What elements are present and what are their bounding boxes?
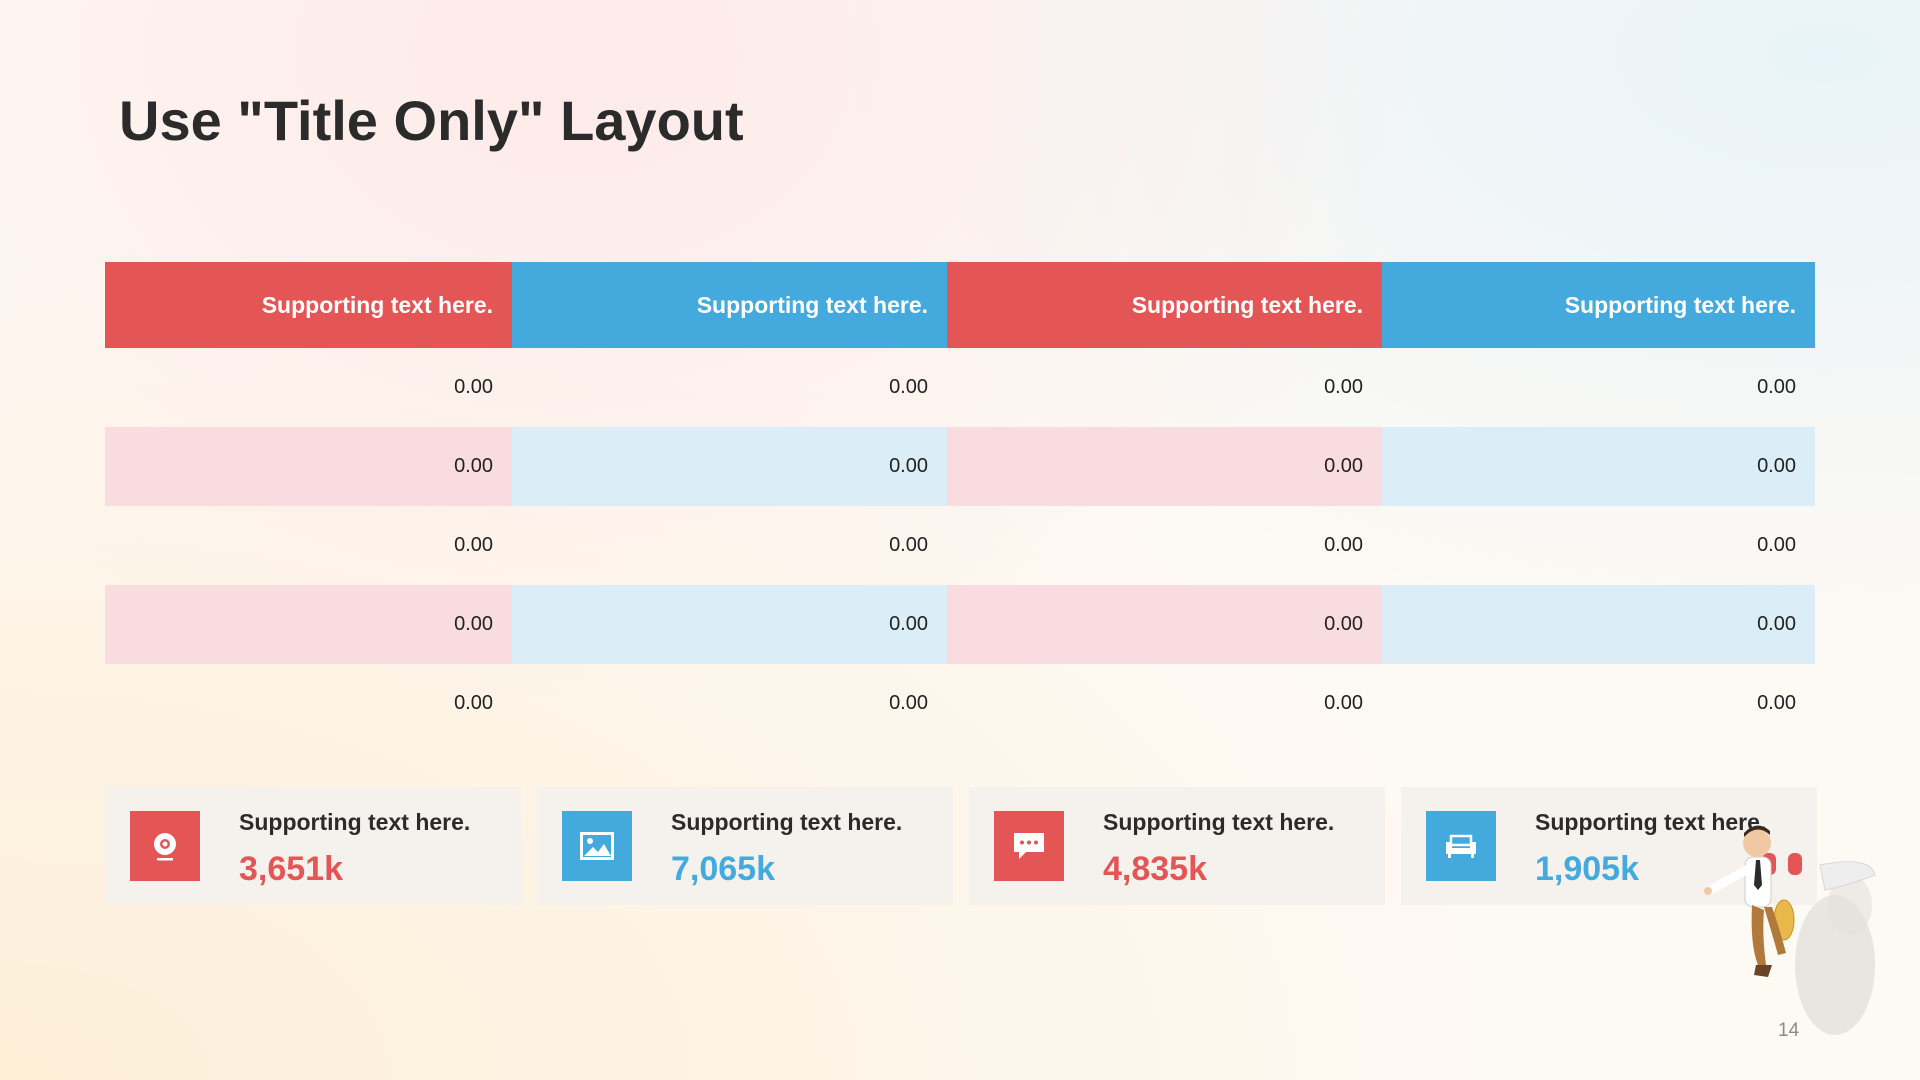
card-label: Supporting text here. bbox=[671, 809, 903, 835]
stat-cards: Supporting text here. 3,651k Supporting … bbox=[105, 787, 1817, 905]
table-cell: 0.00 bbox=[512, 585, 947, 664]
table-header-cell: Supporting text here. bbox=[512, 262, 947, 348]
image-icon bbox=[562, 811, 632, 881]
data-table: Supporting text here. Supporting text he… bbox=[105, 262, 1815, 743]
slide-title: Use "Title Only" Layout bbox=[119, 89, 744, 152]
table-cell: 0.00 bbox=[454, 534, 493, 556]
table-row: 0.00 0.00 0.00 0.00 bbox=[105, 506, 1815, 585]
table-cell: 0.00 bbox=[1382, 427, 1815, 506]
table-cell: 0.00 bbox=[1324, 692, 1363, 714]
table-cell: 0.00 bbox=[105, 427, 512, 506]
table-cell: 0.00 bbox=[947, 585, 1382, 664]
table-header-cell: Supporting text here. bbox=[1382, 262, 1815, 348]
sofa-icon bbox=[1426, 811, 1496, 881]
jetpack-businessman-illustration bbox=[1704, 825, 1876, 1035]
card-label: Supporting text here. bbox=[239, 809, 471, 835]
table-row: 0.00 0.00 0.00 0.00 bbox=[105, 427, 1815, 506]
table-row: 0.00 0.00 0.00 0.00 bbox=[105, 664, 1815, 743]
card-value: 1,905k bbox=[1535, 850, 1639, 888]
chat-bubble-icon bbox=[994, 811, 1064, 881]
webcam-icon bbox=[130, 811, 200, 881]
table-cell: 0.00 bbox=[889, 692, 928, 714]
table-header-row: Supporting text here. Supporting text he… bbox=[105, 262, 1815, 348]
page-number: 14 bbox=[1778, 1020, 1800, 1041]
card-value: 7,065k bbox=[671, 850, 775, 888]
table-cell: 0.00 bbox=[1757, 376, 1796, 398]
table-cell: 0.00 bbox=[1324, 534, 1363, 556]
table-cell: 0.00 bbox=[889, 376, 928, 398]
card-label: Supporting text here. bbox=[1103, 809, 1335, 835]
card-value: 4,835k bbox=[1103, 850, 1207, 888]
card-label: Supporting text here. bbox=[1535, 809, 1767, 835]
table-cell: 0.00 bbox=[889, 534, 928, 556]
table-header-cell: Supporting text here. bbox=[947, 262, 1382, 348]
stat-card: Supporting text here. 4,835k bbox=[969, 787, 1385, 905]
table-row: 0.00 0.00 0.00 0.00 bbox=[105, 348, 1815, 427]
table-cell: 0.00 bbox=[512, 427, 947, 506]
table-cell: 0.00 bbox=[105, 585, 512, 664]
table-cell: 0.00 bbox=[1324, 376, 1363, 398]
table-row: 0.00 0.00 0.00 0.00 bbox=[105, 585, 1815, 664]
stat-card: Supporting text here. 3,651k bbox=[105, 787, 521, 905]
table-cell: 0.00 bbox=[454, 692, 493, 714]
table-cell: 0.00 bbox=[947, 427, 1382, 506]
table-header-cell: Supporting text here. bbox=[105, 262, 512, 348]
table-cell: 0.00 bbox=[1757, 692, 1796, 714]
stat-card: Supporting text here. 1,905k bbox=[1401, 787, 1817, 905]
table-cell: 0.00 bbox=[1382, 585, 1815, 664]
table-cell: 0.00 bbox=[454, 376, 493, 398]
stat-card: Supporting text here. 7,065k bbox=[537, 787, 953, 905]
card-value: 3,651k bbox=[239, 850, 343, 888]
table-cell: 0.00 bbox=[1757, 534, 1796, 556]
